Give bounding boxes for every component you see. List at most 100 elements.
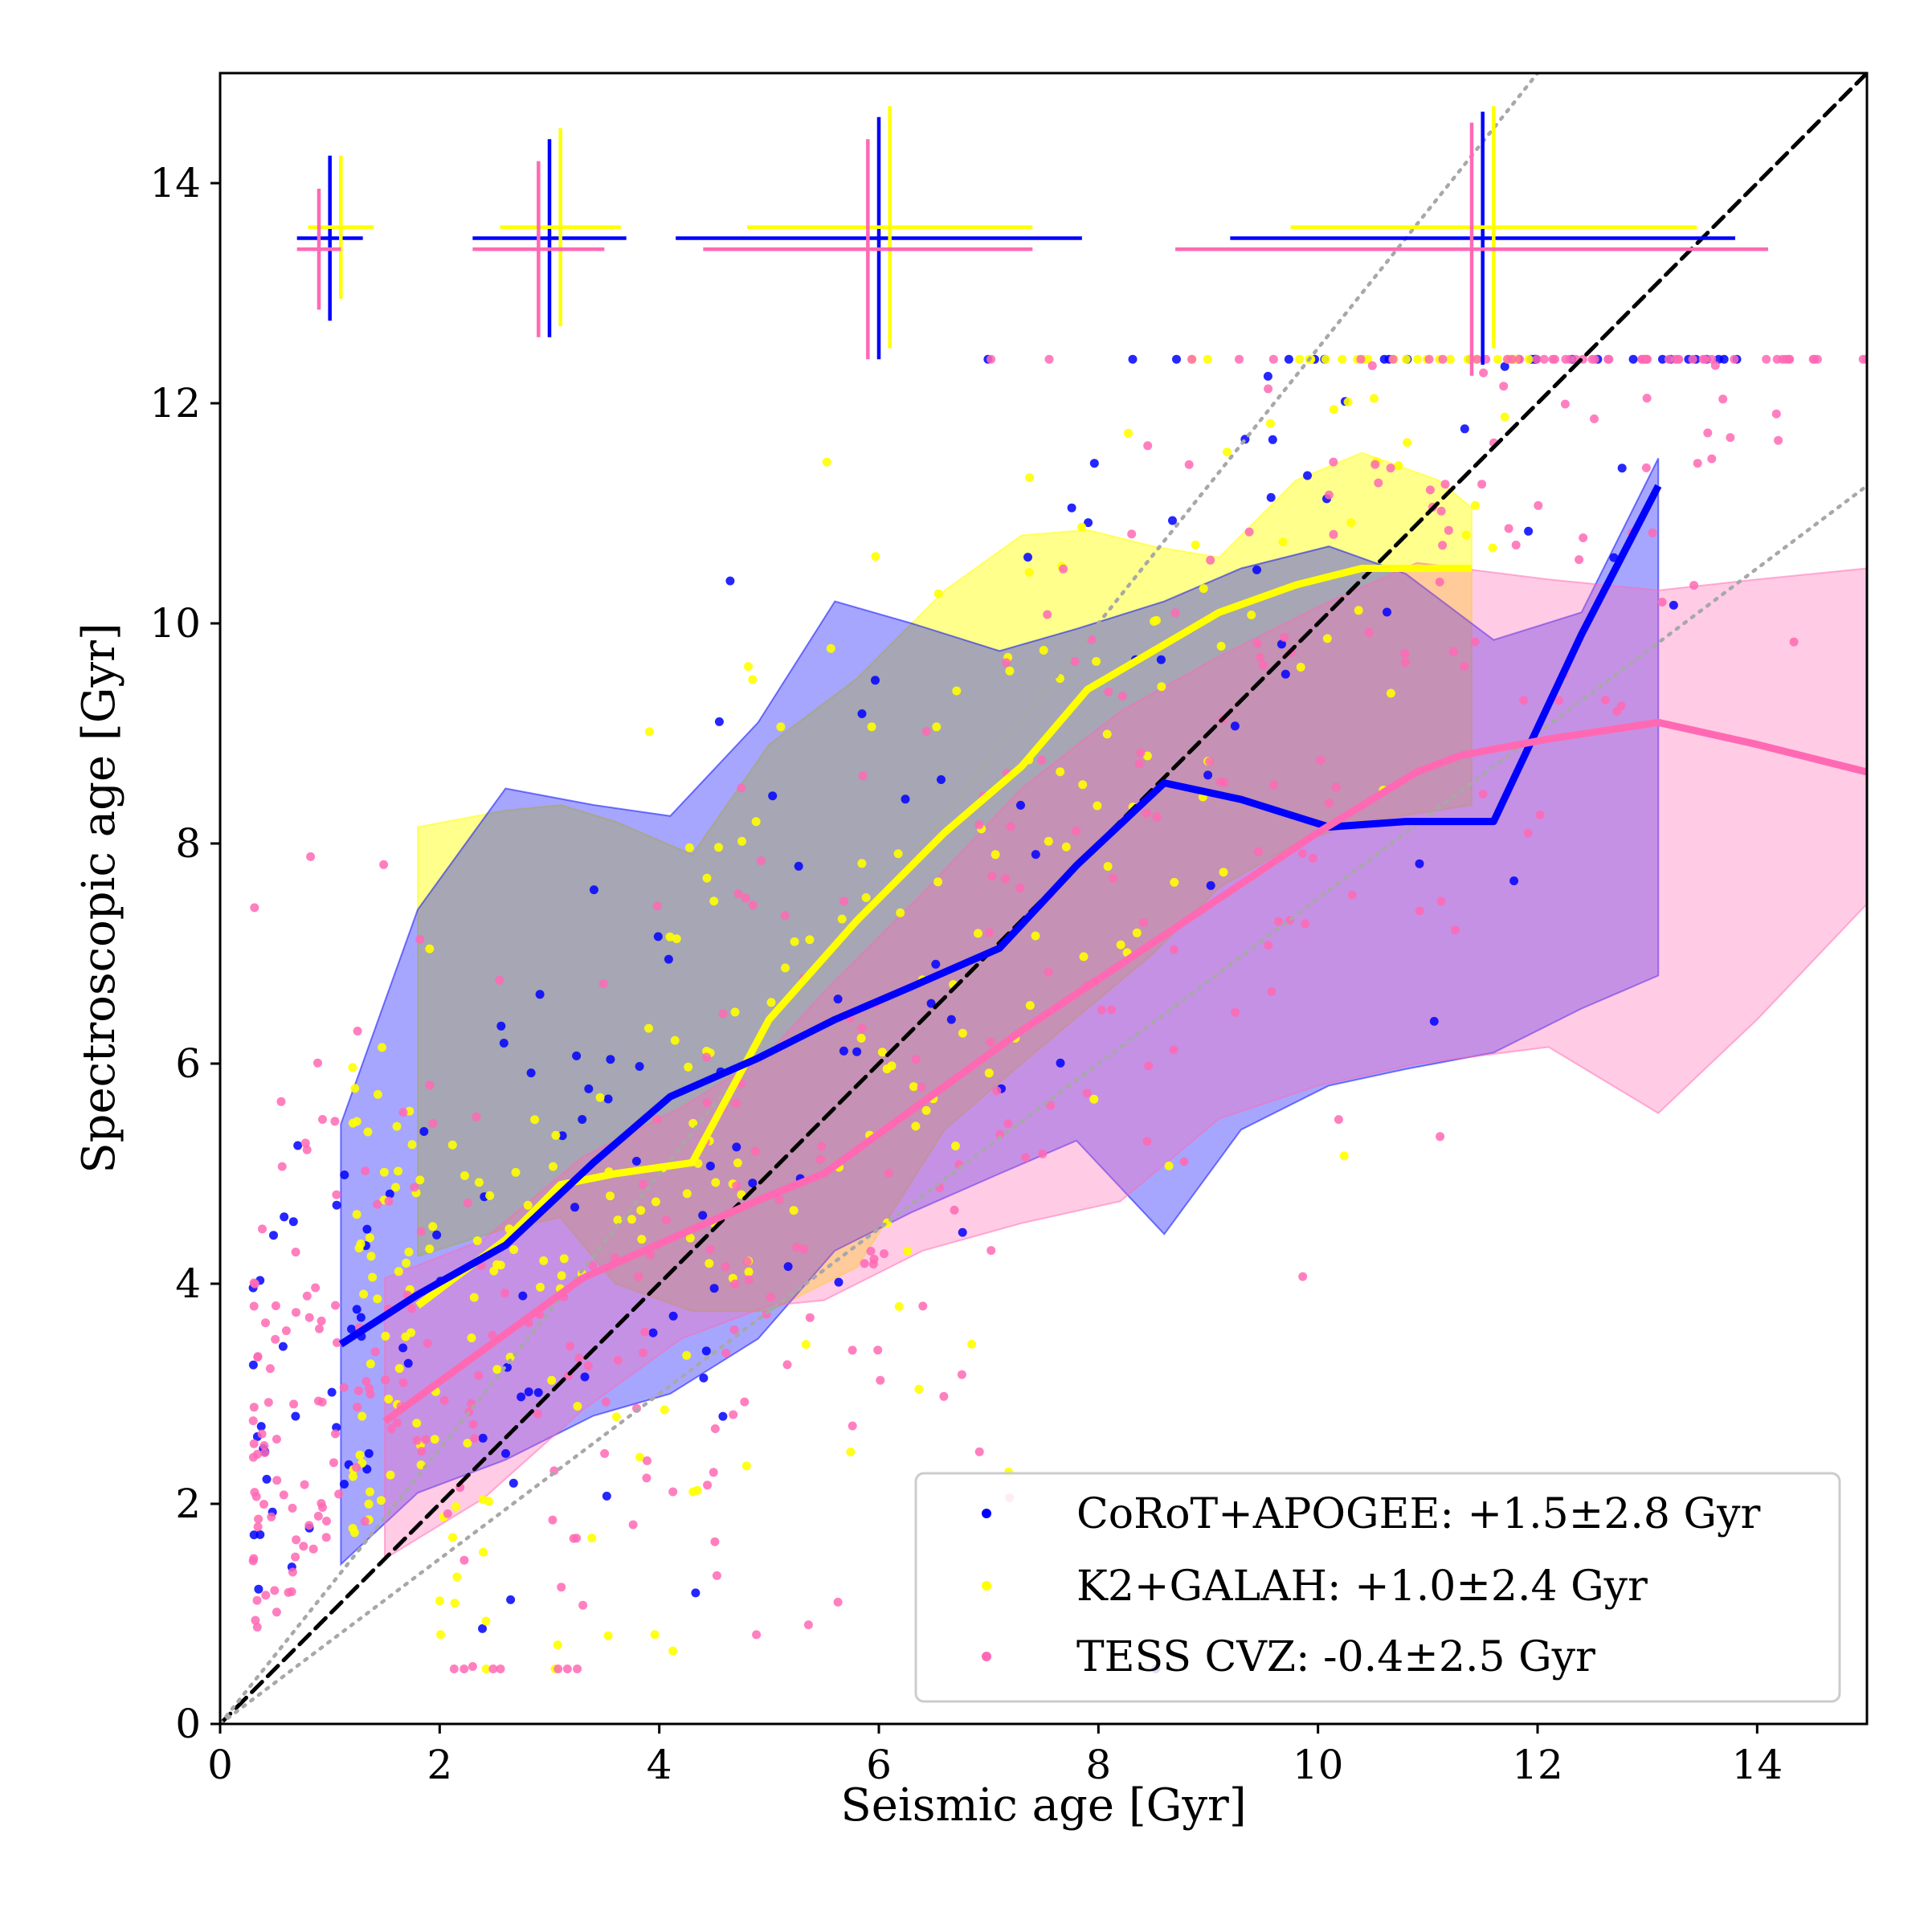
scatter-point-tess-cvz (1274, 917, 1283, 926)
scatter-point-tess-cvz (1356, 354, 1366, 364)
scatter-point-tess-cvz (1002, 658, 1011, 668)
scatter-point-tess-cvz (460, 1555, 469, 1565)
scatter-point-tess-cvz (1386, 464, 1395, 473)
scatter-point-tess-cvz (1268, 354, 1278, 364)
scatter-point-corot-apogee (603, 1094, 613, 1104)
scatter-point-tess-cvz (1244, 527, 1254, 537)
y-tick-label: 14 (149, 160, 201, 206)
scatter-point-tess-cvz (415, 934, 425, 944)
scatter-point-tess-cvz (1701, 354, 1710, 364)
scatter-point-k2-galah (509, 1245, 519, 1255)
scatter-point-tess-cvz (815, 1154, 825, 1164)
scatter-point-tess-cvz (1726, 433, 1735, 443)
scatter-point-corot-apogee (1067, 503, 1076, 513)
scatter-point-tess-cvz (257, 1429, 267, 1439)
scatter-point-corot-apogee (1056, 1058, 1065, 1068)
scatter-point-corot-apogee (1429, 1016, 1439, 1026)
scatter-point-tess-cvz (1438, 541, 1448, 550)
scatter-point-k2-galah (474, 1178, 484, 1187)
scatter-point-tess-cvz (1127, 529, 1137, 539)
scatter-point-tess-cvz (1142, 1137, 1152, 1146)
scatter-point-tess-cvz (1642, 394, 1652, 403)
scatter-point-tess-cvz (313, 1511, 323, 1521)
legend-marker-k2 (982, 1581, 991, 1591)
scatter-point-k2-galah (611, 1412, 621, 1422)
scatter-point-tess-cvz (703, 1481, 713, 1490)
scatter-point-tess-cvz (1206, 555, 1215, 565)
scatter-point-tess-cvz (1565, 354, 1575, 364)
scatter-point-corot-apogee (248, 1360, 258, 1370)
scatter-point-tess-cvz (721, 1348, 731, 1358)
scatter-point-corot-apogee (1172, 354, 1181, 364)
scatter-point-tess-cvz (1479, 368, 1489, 378)
scatter-point-tess-cvz (1298, 1272, 1308, 1281)
scatter-point-tess-cvz (742, 1256, 752, 1266)
scatter-point-k2-galah (688, 1118, 698, 1128)
scatter-point-k2-galah (447, 1140, 457, 1150)
scatter-point-tess-cvz (766, 1293, 775, 1302)
scatter-point-tess-cvz (1001, 874, 1011, 884)
scatter-point-corot-apogee (1284, 354, 1293, 364)
median-line-corot-apogee (338, 484, 1662, 1348)
scatter-point-corot-apogee (432, 1230, 442, 1240)
scatter-point-tess-cvz (271, 1301, 280, 1310)
scatter-point-tess-cvz (986, 1037, 995, 1047)
scatter-point-tess-cvz (1280, 632, 1289, 642)
scatter-point-tess-cvz (468, 1662, 477, 1671)
scatter-point-k2-galah (909, 1082, 918, 1092)
scatter-point-k2-galah (1470, 500, 1480, 510)
scatter-point-k2-galah (660, 1405, 669, 1415)
scatter-point-tess-cvz (1231, 1007, 1240, 1017)
scatter-point-tess-cvz (1059, 564, 1068, 574)
scatter-point-k2-galah (705, 1259, 714, 1268)
scatter-point-tess-cvz (939, 1391, 949, 1401)
scatter-point-tess-cvz (1444, 525, 1453, 535)
scatter-point-tess-cvz (995, 1129, 1005, 1139)
scatter-point-k2-galah (1103, 862, 1113, 871)
scatter-point-tess-cvz (1264, 384, 1273, 394)
scatter-point-tess-cvz (578, 1600, 588, 1610)
scatter-point-tess-cvz (600, 1448, 610, 1458)
scatter-point-k2-galah (733, 1158, 742, 1168)
scatter-point-tess-cvz (642, 1473, 652, 1483)
scatter-point-corot-apogee (352, 1305, 362, 1314)
scatter-point-k2-galah (1078, 780, 1088, 790)
scatter-point-corot-apogee (278, 1342, 288, 1351)
scatter-point-k2-galah (595, 1093, 605, 1102)
scatter-point-tess-cvz (1440, 480, 1450, 489)
scatter-point-tess-cvz (848, 1346, 857, 1355)
scatter-point-corot-apogee (1089, 459, 1099, 468)
scatter-point-corot-apogee (1303, 471, 1312, 480)
scatter-point-tess-cvz (254, 1514, 263, 1524)
scatter-point-tess-cvz (1179, 1157, 1189, 1166)
scatter-point-tess-cvz (782, 1360, 792, 1370)
scatter-point-k2-galah (911, 1121, 921, 1131)
scatter-point-tess-cvz (1400, 649, 1410, 658)
scatter-point-corot-apogee (901, 794, 910, 804)
scatter-point-corot-apogee (705, 1162, 715, 1170)
scatter-point-k2-galah (1322, 634, 1332, 643)
scatter-point-k2-galah (826, 643, 835, 653)
scatter-point-corot-apogee (1023, 553, 1032, 562)
scatter-point-k2-galah (392, 1121, 402, 1131)
scatter-point-corot-apogee (1263, 371, 1272, 381)
scatter-point-tess-cvz (1424, 354, 1434, 364)
band-k2-galah (417, 451, 1473, 1313)
scatter-point-k2-galah (425, 944, 435, 954)
scatter-point-tess-cvz (249, 1403, 259, 1412)
scatter-point-corot-apogee (580, 1372, 590, 1382)
scatter-point-tess-cvz (1316, 755, 1326, 765)
scatter-point-corot-apogee (340, 1170, 349, 1179)
x-tick-label: 10 (1293, 1742, 1344, 1788)
scatter-point-tess-cvz (288, 1567, 297, 1577)
scatter-point-tess-cvz (291, 1552, 300, 1562)
scatter-point-corot-apogee (871, 676, 880, 685)
plot-frame (219, 71, 1869, 1726)
scatter-point-corot-apogee (606, 1055, 615, 1064)
scatter-point-tess-cvz (488, 1664, 498, 1673)
scatter-point-tess-cvz (1771, 409, 1781, 419)
scatter-point-corot-apogee (1268, 435, 1277, 444)
scatter-point-tess-cvz (1136, 748, 1146, 758)
scatter-point-corot-apogee (478, 1624, 487, 1633)
